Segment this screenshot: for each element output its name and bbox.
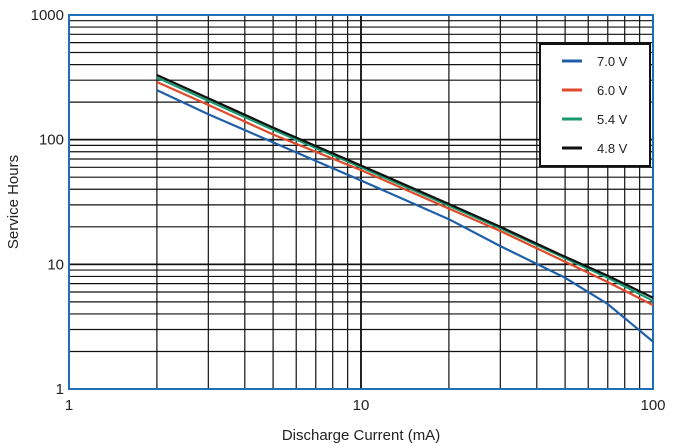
- y-tick-label: 1000: [31, 7, 64, 24]
- legend-label: 4.8 V: [597, 141, 628, 156]
- tick-labels: 1 10 100 1 10 100 1000: [31, 7, 666, 414]
- series-line-6-0-v: [156, 80, 654, 307]
- y-axis-title: Service Hours: [5, 155, 22, 249]
- x-tick-label: 10: [353, 397, 370, 414]
- series-layer: [156, 73, 654, 343]
- x-tick-label: 1: [65, 397, 73, 414]
- legend-label: 5.4 V: [597, 112, 628, 127]
- y-tick-label: 10: [47, 256, 64, 273]
- legend-box: [539, 43, 651, 167]
- legend-label: 6.0 V: [597, 83, 628, 98]
- x-axis-title: Discharge Current (mA): [282, 427, 440, 444]
- x-tick-label: 100: [640, 397, 665, 414]
- legend-label: 7.0 V: [597, 54, 628, 69]
- legend: 7.0 V 6.0 V 5.4 V 4.8 V: [539, 43, 651, 167]
- series-line-7-0-v: [156, 89, 654, 343]
- y-tick-label: 1: [56, 381, 64, 398]
- series-line-4-8-v: [156, 73, 654, 299]
- series-line-5-4-v: [156, 76, 654, 302]
- y-tick-label: 100: [39, 132, 64, 149]
- plot-frame: [68, 14, 654, 390]
